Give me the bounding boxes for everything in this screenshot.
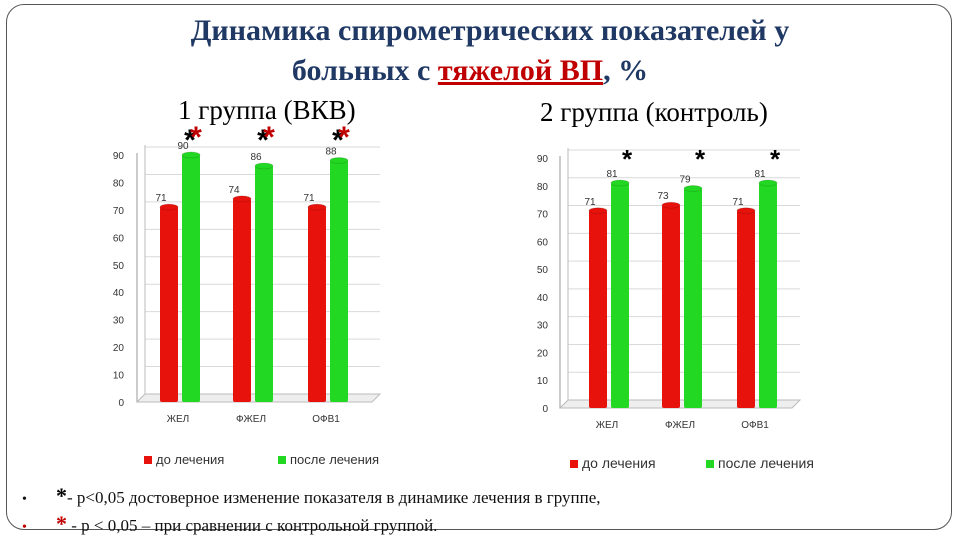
footnote-1: • *- p<0,05 достоверное изменение показат… — [22, 483, 601, 509]
slide-title-line2: больных с тяжелой ВП, % — [0, 54, 950, 88]
star-red-icon: * — [56, 511, 67, 536]
title-suffix: , % — [603, 54, 649, 87]
slide-frame — [6, 4, 952, 530]
bullet-2: • — [22, 520, 27, 535]
title-highlight: тяжелой ВП — [437, 54, 604, 87]
group1-label: 1 группа (ВКВ) — [178, 95, 356, 125]
footnote-1-text: - p<0,05 достоверное изменение показател… — [67, 488, 601, 507]
footnote-2: • * - p < 0,05 – при сравнении с контроль… — [22, 511, 437, 537]
footnote-2-text: - p < 0,05 – при сравнении с контрольной… — [67, 516, 438, 535]
slide-title-line1: Динамика спирометрических показателей у — [190, 14, 790, 47]
bullet-1: • — [22, 492, 27, 507]
star-black-icon: * — [56, 483, 67, 508]
group2-label: 2 группа (контроль) — [540, 97, 768, 127]
title-prefix: больных с — [291, 54, 438, 87]
